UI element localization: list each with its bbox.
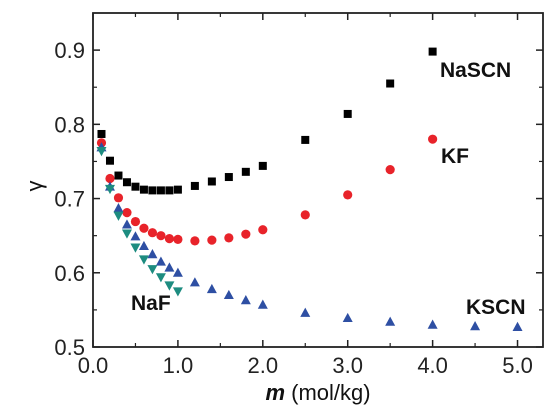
data-point-kscn [113,203,124,213]
data-point-nascn [156,186,165,195]
data-point-kscn [206,283,217,294]
data-point-kscn [138,240,149,251]
data-point-naf [113,211,124,221]
data-point-kscn [300,307,311,317]
data-point-nascn [114,171,123,180]
x-axis-title-symbol: m [265,380,285,405]
data-point-nascn [301,135,310,144]
y-tick-label: 0.9 [54,38,85,63]
data-point-kf [122,208,132,218]
y-axis-title: γ [22,181,47,192]
data-point-naf [96,147,107,157]
data-point-nascn [148,186,157,195]
data-point-kscn [147,249,158,259]
data-point-kscn [257,299,268,309]
x-axis-title-unit: (mol/kg) [285,380,371,405]
data-point-nascn [386,79,395,88]
x-tick-label: 4.0 [417,353,448,378]
x-tick-label: 5.0 [502,353,533,378]
data-point-nascn [165,186,174,195]
data-point-nascn [428,47,437,56]
y-tick-label: 0.6 [54,261,85,286]
data-point-nascn [258,161,267,170]
data-point-nascn [131,182,140,191]
data-point-naf [147,265,158,275]
data-point-nascn [139,185,148,194]
data-point-kf [105,173,115,184]
data-point-kscn [385,316,396,326]
y-tick-label: 0.8 [54,112,85,137]
data-point-kf [113,193,124,203]
series-label-nascn: NaSCN [440,59,511,82]
data-point-naf [155,273,166,283]
data-point-nascn [190,181,199,190]
data-point-kscn [512,321,523,331]
data-point-kscn [223,289,234,300]
data-marks [96,47,523,331]
data-point-naf [121,229,132,239]
data-point-naf [164,281,175,291]
data-point-nascn [105,156,114,165]
data-point-kf [300,210,310,220]
data-point-kf [147,228,158,238]
x-tick-label: 3.0 [332,353,363,378]
x-tick-label: 0.0 [78,353,109,378]
data-point-naf [130,243,141,253]
data-point-kf [241,229,251,239]
x-tick-label: 1.0 [163,353,194,378]
x-tick-label: 2.0 [248,353,279,378]
data-point-naf [172,287,183,297]
y-tick-label: 0.7 [54,187,85,212]
data-point-kscn [342,312,353,323]
data-point-kscn [121,219,132,229]
y-axis-ticks: 0.5 0.6 0.7 0.8 0.9 [54,38,543,360]
data-point-kf [428,134,438,144]
data-point-kf [139,223,149,233]
y-tick-label: 0.5 [54,335,85,360]
data-point-kscn [189,277,200,287]
data-point-kf [385,165,395,175]
data-point-nascn [224,173,233,182]
data-point-kscn [470,321,481,331]
series-label-kf: KF [441,145,469,168]
data-point-kf [173,234,183,244]
data-point-kf [164,234,175,244]
data-point-naf [104,184,115,195]
data-point-kf [343,190,353,200]
data-point-kscn [155,256,166,266]
data-point-kf [258,225,268,235]
series-label-kscn: KSCN [466,296,526,319]
data-point-nascn [241,167,250,176]
data-point-nascn [122,178,131,187]
data-point-nascn [173,185,182,194]
data-point-kscn [427,319,438,329]
data-point-kscn [172,267,183,277]
data-point-kf [130,216,141,227]
data-point-nascn [343,109,352,118]
x-axis-ticks: 0.0 1.0 2.0 3.0 4.0 5.0 [78,13,533,378]
data-point-nascn [207,177,216,186]
data-point-kscn [164,262,175,272]
series-label-naf: NaF [131,292,171,315]
data-point-kf [224,233,234,243]
plot-area-frame [92,12,544,348]
data-point-kscn [130,231,141,241]
data-point-kf [156,231,166,241]
data-point-nascn [97,129,106,138]
data-point-kf [207,235,217,245]
data-point-kscn [240,295,251,305]
data-point-naf [138,255,149,265]
x-axis-title: m (mol/kg) [265,380,370,405]
data-point-kf [190,236,200,246]
